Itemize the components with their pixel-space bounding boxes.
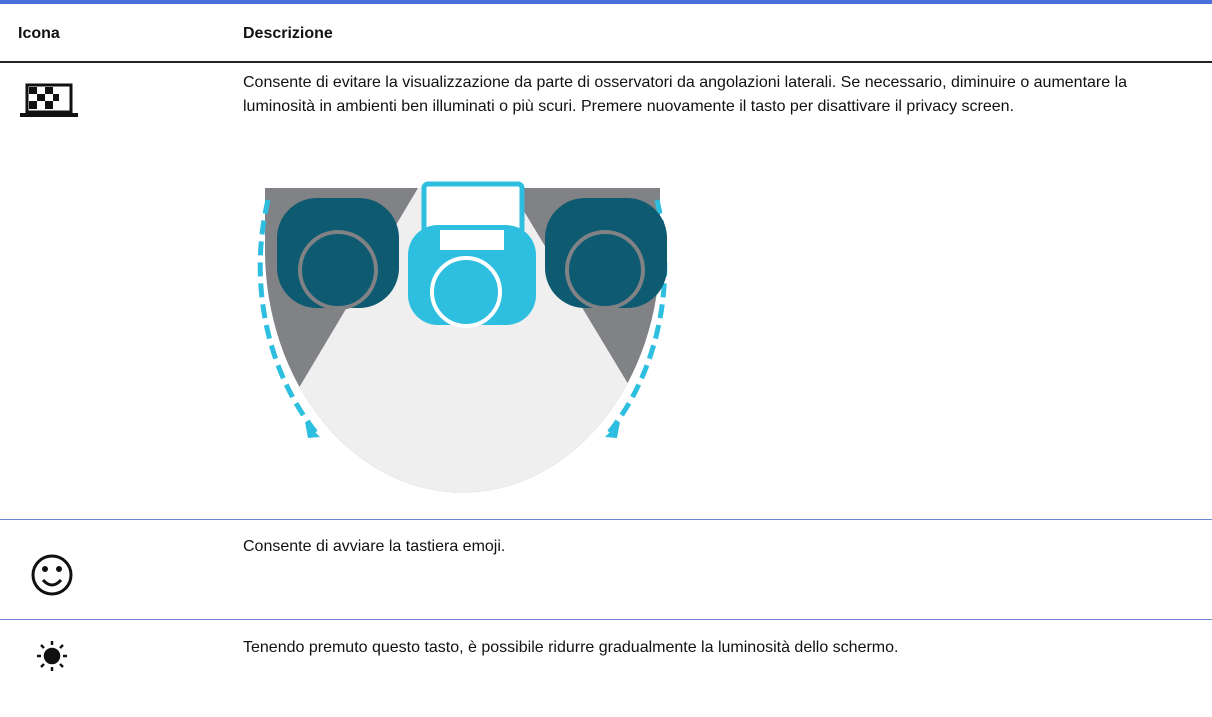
row-text: Consente di evitare la visualizzazione d…	[243, 74, 1128, 115]
privacy-icon	[20, 83, 78, 117]
header-description: Descrizione	[243, 25, 333, 42]
row-text: Consente di avviare la tastiera emoji.	[243, 538, 506, 555]
brightness-icon	[37, 641, 67, 671]
row-rule	[0, 519, 1212, 520]
header-icon: Icona	[18, 25, 60, 42]
top-border	[0, 0, 1212, 4]
row-text: Tenendo premuto questo tasto, è possibil…	[243, 639, 899, 656]
row-rule	[0, 619, 1212, 620]
privacy-illustration	[257, 181, 668, 493]
emoji-icon	[31, 554, 73, 596]
header-rule	[0, 61, 1212, 63]
